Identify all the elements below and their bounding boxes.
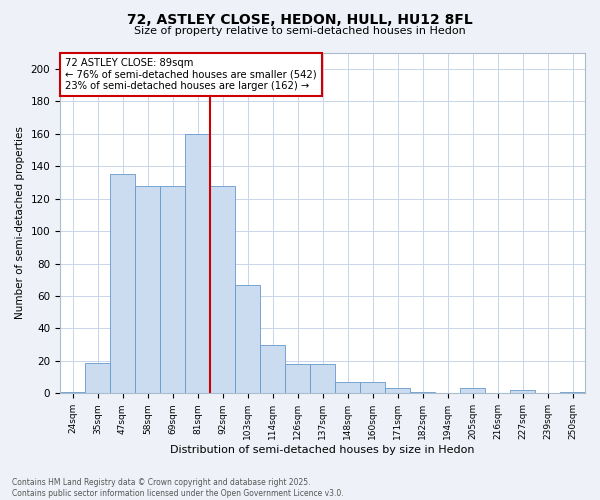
Text: 72, ASTLEY CLOSE, HEDON, HULL, HU12 8FL: 72, ASTLEY CLOSE, HEDON, HULL, HU12 8FL xyxy=(127,12,473,26)
Bar xyxy=(460,388,485,394)
X-axis label: Distribution of semi-detached houses by size in Hedon: Distribution of semi-detached houses by … xyxy=(170,445,475,455)
Text: Contains HM Land Registry data © Crown copyright and database right 2025.
Contai: Contains HM Land Registry data © Crown c… xyxy=(12,478,344,498)
Bar xyxy=(210,186,235,394)
Bar xyxy=(385,388,410,394)
Bar xyxy=(110,174,135,394)
Bar xyxy=(510,390,535,394)
Bar xyxy=(85,362,110,394)
Y-axis label: Number of semi-detached properties: Number of semi-detached properties xyxy=(15,126,25,320)
Bar xyxy=(160,186,185,394)
Bar xyxy=(260,344,285,394)
Bar xyxy=(285,364,310,394)
Bar xyxy=(310,364,335,394)
Bar xyxy=(410,392,435,394)
Bar xyxy=(360,382,385,394)
Bar xyxy=(335,382,360,394)
Bar xyxy=(560,392,585,394)
Text: 72 ASTLEY CLOSE: 89sqm
← 76% of semi-detached houses are smaller (542)
23% of se: 72 ASTLEY CLOSE: 89sqm ← 76% of semi-det… xyxy=(65,58,317,91)
Bar xyxy=(60,392,85,394)
Bar xyxy=(135,186,160,394)
Text: Size of property relative to semi-detached houses in Hedon: Size of property relative to semi-detach… xyxy=(134,26,466,36)
Bar xyxy=(185,134,210,394)
Bar xyxy=(235,284,260,394)
